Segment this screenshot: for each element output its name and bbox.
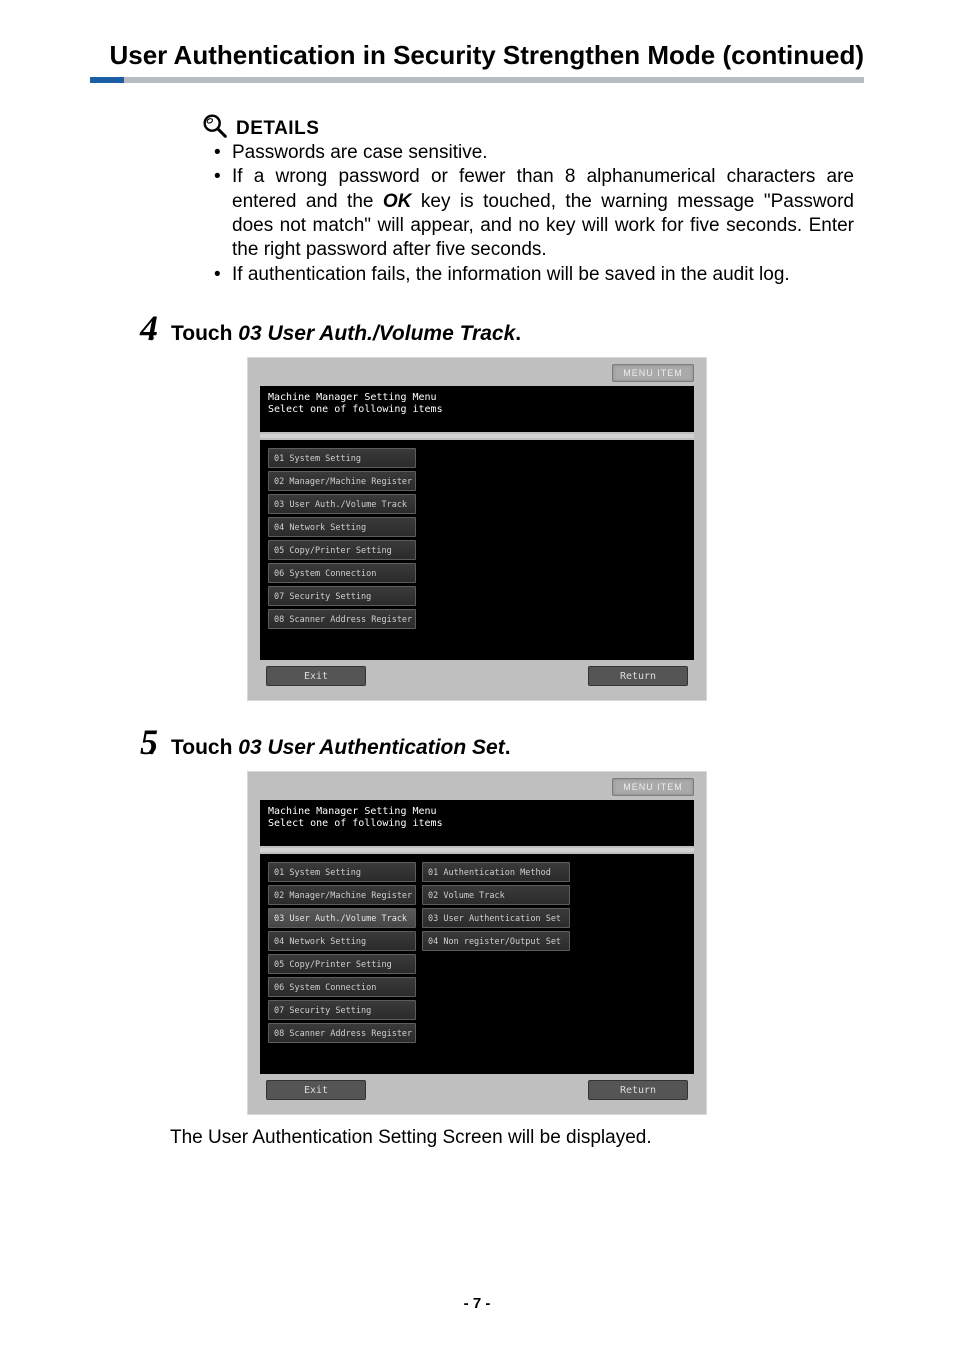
- opt-06-system-connection[interactable]: 06 System Connection: [268, 563, 416, 583]
- opt-03-user-auth-volume-track-selected[interactable]: 03 User Auth./Volume Track: [268, 908, 416, 928]
- screenshot-2: MENU ITEM Machine Manager Setting Menu S…: [247, 771, 707, 1115]
- step-number-4: 4.: [140, 307, 155, 349]
- opt-02-manager-machine-register[interactable]: 02 Manager/Machine Register: [268, 471, 416, 491]
- bullet-icon: •: [214, 263, 224, 287]
- opt-05-copy-printer-setting[interactable]: 05 Copy/Printer Setting: [268, 954, 416, 974]
- screenshot-2-title2: Select one of following items: [268, 818, 686, 830]
- details-list: • Passwords are case sensitive. • If a w…: [200, 141, 854, 287]
- screenshot-2-header: Machine Manager Setting Menu Select one …: [260, 800, 694, 846]
- step-number-5: 5.: [140, 721, 155, 763]
- header-rule-accent: [90, 77, 124, 83]
- opt-03-user-authentication-set[interactable]: 03 User Authentication Set: [422, 908, 570, 928]
- screenshot-1-col: 01 System Setting 02 Manager/Machine Reg…: [268, 448, 416, 630]
- opt-04-network-setting[interactable]: 04 Network Setting: [268, 517, 416, 537]
- details-bullet-3: • If authentication fails, the informati…: [214, 263, 854, 287]
- step-5: 5. Touch 03 User Authentication Set.: [140, 721, 864, 763]
- opt-02-manager-machine-register[interactable]: 02 Manager/Machine Register: [268, 885, 416, 905]
- divider: [260, 848, 694, 852]
- menu-item-button[interactable]: MENU ITEM: [612, 778, 694, 796]
- menu-item-button[interactable]: MENU ITEM: [612, 364, 694, 382]
- opt-02-volume-track[interactable]: 02 Volume Track: [422, 885, 570, 905]
- opt-08-scanner-address-register[interactable]: 08 Scanner Address Register: [268, 609, 416, 629]
- bullet-icon: •: [214, 165, 224, 262]
- divider: [260, 434, 694, 438]
- screenshot-2-col2: 01 Authentication Method 02 Volume Track…: [422, 862, 570, 1044]
- details-bullet-2: • If a wrong password or fewer than 8 al…: [214, 165, 854, 262]
- step-5-italic: 03 User Authentication Set: [238, 736, 504, 759]
- screenshot-2-inner: MENU ITEM Machine Manager Setting Menu S…: [250, 774, 704, 1112]
- screenshot-1: MENU ITEM Machine Manager Setting Menu S…: [247, 357, 707, 701]
- bullet-icon: •: [214, 141, 224, 165]
- step-4-suffix: .: [515, 322, 521, 345]
- exit-button[interactable]: Exit: [266, 666, 366, 686]
- opt-07-security-setting[interactable]: 07 Security Setting: [268, 586, 416, 606]
- details-block: DETAILS • Passwords are case sensitive. …: [200, 111, 854, 287]
- magnifier-icon: [200, 111, 230, 141]
- screenshot-2-col1: 01 System Setting 02 Manager/Machine Reg…: [268, 862, 416, 1044]
- details-heading: DETAILS: [200, 111, 854, 141]
- opt-07-security-setting[interactable]: 07 Security Setting: [268, 1000, 416, 1020]
- opt-05-copy-printer-setting[interactable]: 05 Copy/Printer Setting: [268, 540, 416, 560]
- details-text-2: If a wrong password or fewer than 8 alph…: [232, 165, 854, 262]
- header-rule: [90, 77, 864, 83]
- step-5-suffix: .: [505, 736, 511, 759]
- opt-04-non-register-output-set[interactable]: 04 Non register/Output Set: [422, 931, 570, 951]
- details-bullet-1: • Passwords are case sensitive.: [214, 141, 854, 165]
- page-number: - 7 -: [0, 1295, 954, 1312]
- screenshot-1-bottombar: Exit Return: [260, 660, 694, 688]
- return-button[interactable]: Return: [588, 1080, 688, 1100]
- screenshot-2-title1: Machine Manager Setting Menu: [268, 806, 686, 818]
- screenshot-1-header: Machine Manager Setting Menu Select one …: [260, 386, 694, 432]
- opt-03-user-auth-volume-track[interactable]: 03 User Auth./Volume Track: [268, 494, 416, 514]
- opt-04-network-setting[interactable]: 04 Network Setting: [268, 931, 416, 951]
- step-4-italic: 03 User Auth./Volume Track: [238, 322, 515, 345]
- return-button[interactable]: Return: [588, 666, 688, 686]
- screenshot-1-title2: Select one of following items: [268, 404, 686, 416]
- opt-01-system-setting[interactable]: 01 System Setting: [268, 448, 416, 468]
- step-4: 4. Touch 03 User Auth./Volume Track.: [140, 307, 864, 349]
- step-4-prefix: Touch: [171, 322, 238, 345]
- page-title: User Authentication in Security Strength…: [90, 40, 864, 77]
- step-4-text: Touch 03 User Auth./Volume Track.: [171, 322, 521, 346]
- opt-06-system-connection[interactable]: 06 System Connection: [268, 977, 416, 997]
- opt-01-authentication-method[interactable]: 01 Authentication Method: [422, 862, 570, 882]
- opt-01-system-setting[interactable]: 01 System Setting: [268, 862, 416, 882]
- step-5-text: Touch 03 User Authentication Set.: [171, 736, 511, 760]
- step-5-prefix: Touch: [171, 736, 238, 759]
- details-label: DETAILS: [236, 117, 319, 141]
- header-rule-grey: [90, 77, 864, 83]
- details-text-3: If authentication fails, the information…: [232, 263, 854, 287]
- opt-08-scanner-address-register[interactable]: 08 Scanner Address Register: [268, 1023, 416, 1043]
- screenshot-2-list: 01 System Setting 02 Manager/Machine Reg…: [260, 854, 694, 1074]
- screenshot-1-title1: Machine Manager Setting Menu: [268, 392, 686, 404]
- screenshot-1-inner: MENU ITEM Machine Manager Setting Menu S…: [250, 360, 704, 698]
- screenshot-2-bottombar: Exit Return: [260, 1074, 694, 1102]
- post-screenshot-text: The User Authentication Setting Screen w…: [170, 1127, 864, 1149]
- details-text-1: Passwords are case sensitive.: [232, 141, 854, 165]
- ok-key: OK: [383, 191, 412, 212]
- page-header: User Authentication in Security Strength…: [90, 40, 864, 83]
- page: User Authentication in Security Strength…: [0, 0, 954, 1352]
- screenshot-1-list: 01 System Setting 02 Manager/Machine Reg…: [260, 440, 694, 660]
- exit-button[interactable]: Exit: [266, 1080, 366, 1100]
